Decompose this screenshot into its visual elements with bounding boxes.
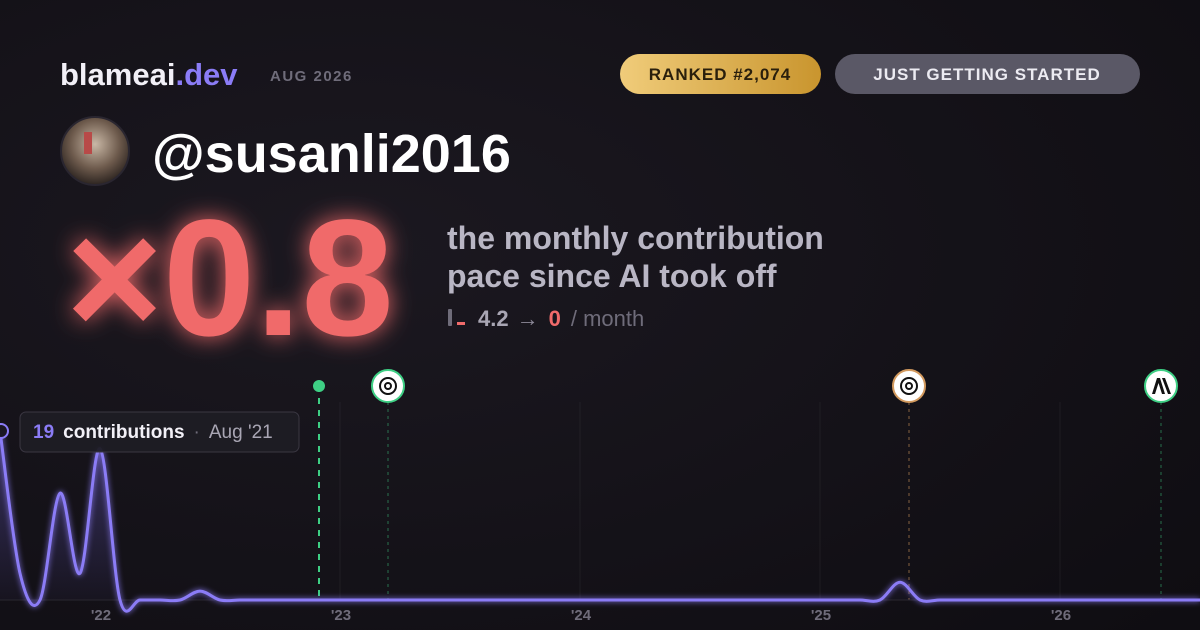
brand: blameai.dev [60, 57, 238, 92]
rank-badge-text: RANKED #2,074 [649, 65, 791, 84]
chart: '22 '23 '24 '25 '26 [0, 369, 1200, 624]
x-tick-label: '25 [811, 607, 831, 624]
avatar [60, 116, 130, 186]
tooltip-month: Aug '21 [209, 422, 273, 443]
tooltip-box [19, 411, 300, 453]
rank-badge [620, 54, 821, 94]
x-tick-label: '22 [91, 607, 111, 624]
status-badge [835, 54, 1140, 94]
anthropic-icon [1144, 369, 1178, 403]
caption: the monthly contribution [447, 220, 824, 256]
x-tick-label: '26 [1051, 607, 1071, 624]
pace-icon [457, 322, 465, 325]
openai-icon [892, 369, 926, 403]
x-tick-label: '24 [571, 607, 592, 624]
pace-unit: / month [571, 306, 644, 331]
contribution-line [0, 430, 1200, 613]
tooltip-separator: · [194, 422, 200, 443]
brand-name: blameai [60, 57, 175, 92]
tooltip-count: 19 [33, 422, 54, 443]
handle: @susanli2016 [152, 124, 511, 184]
tooltip: 19 contributions · Aug '21 [0, 411, 300, 453]
tooltip-label: contributions [63, 422, 184, 443]
pace-after: 0 [549, 306, 561, 331]
x-tick-label: '23 [331, 607, 351, 624]
pace-arrow: → [517, 306, 539, 331]
tooltip-text: 19 contributions · Aug '21 [33, 422, 273, 443]
event-dot [313, 380, 325, 392]
date: AUG 2026 [270, 68, 353, 85]
status-badge-text: JUST GETTING STARTED [873, 65, 1100, 84]
tooltip-dot [0, 423, 9, 439]
pace: 4.2 → 0 / month [478, 306, 644, 331]
openai-icon [371, 369, 405, 403]
brand-tld: .dev [175, 57, 238, 92]
avatar-detail [84, 132, 92, 154]
multiplier: ×0.8 [66, 186, 394, 371]
caption: pace since AI took off [447, 258, 777, 294]
pace-before: 4.2 [478, 306, 509, 331]
pace-icon [448, 309, 452, 326]
